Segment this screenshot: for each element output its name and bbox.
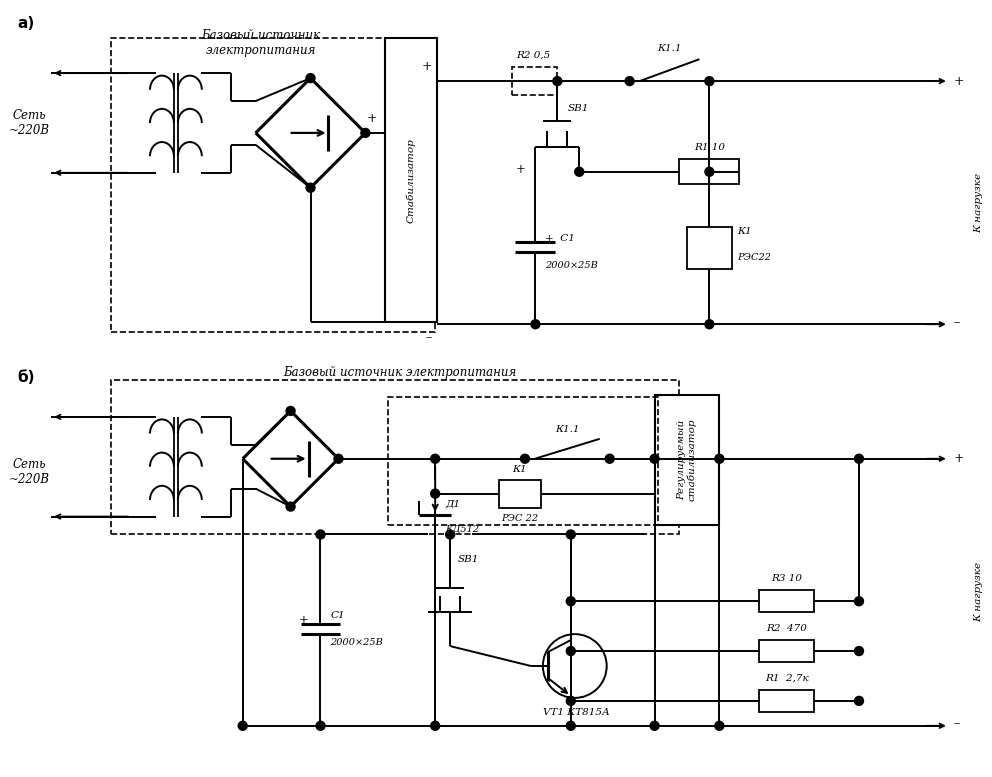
Text: К нагрузке: К нагрузке xyxy=(974,172,983,233)
Circle shape xyxy=(650,455,659,463)
Circle shape xyxy=(334,455,343,463)
Bar xyxy=(680,159,739,184)
Bar xyxy=(759,690,814,712)
Circle shape xyxy=(566,597,575,606)
Circle shape xyxy=(316,530,325,539)
Circle shape xyxy=(574,167,583,176)
Bar xyxy=(111,380,680,535)
Text: Регулируемый
стабилизатор: Регулируемый стабилизатор xyxy=(677,419,697,501)
Circle shape xyxy=(650,721,659,730)
Text: К1: К1 xyxy=(513,465,527,474)
Circle shape xyxy=(307,183,315,192)
Text: РЭС 22: РЭС 22 xyxy=(501,514,539,523)
Bar xyxy=(513,67,558,95)
Text: Стабилизатор: Стабилизатор xyxy=(407,138,416,223)
Circle shape xyxy=(566,721,575,730)
Text: +: + xyxy=(953,452,964,465)
Circle shape xyxy=(854,455,863,463)
Text: а): а) xyxy=(18,16,35,31)
Circle shape xyxy=(566,696,575,706)
Circle shape xyxy=(553,77,561,85)
Circle shape xyxy=(445,530,454,539)
Text: К1.1: К1.1 xyxy=(658,44,682,53)
Text: R1  2,7к: R1 2,7к xyxy=(765,674,808,683)
Text: РЭС22: РЭС22 xyxy=(737,253,771,262)
Text: –: – xyxy=(953,315,960,329)
Circle shape xyxy=(625,77,634,85)
Circle shape xyxy=(361,128,370,138)
Circle shape xyxy=(854,646,863,656)
Circle shape xyxy=(715,455,724,463)
Circle shape xyxy=(431,455,439,463)
Text: Сеть
~220В: Сеть ~220В xyxy=(9,109,50,137)
Text: VT1 КТ815А: VT1 КТ815А xyxy=(544,708,610,717)
Circle shape xyxy=(605,455,614,463)
Text: 2000×25В: 2000×25В xyxy=(330,638,383,646)
Text: –: – xyxy=(953,717,960,730)
Bar xyxy=(388,397,658,524)
Circle shape xyxy=(286,502,295,511)
Text: +: + xyxy=(953,75,964,88)
Circle shape xyxy=(566,530,575,539)
Text: R2 0,5: R2 0,5 xyxy=(516,51,550,59)
Circle shape xyxy=(854,696,863,706)
Text: КД512: КД512 xyxy=(445,524,479,534)
Text: +: + xyxy=(422,60,433,73)
Bar xyxy=(687,227,732,269)
Bar xyxy=(655,395,719,524)
Text: C1: C1 xyxy=(330,611,345,620)
Circle shape xyxy=(854,597,863,606)
Text: –: – xyxy=(426,331,433,344)
Circle shape xyxy=(531,320,540,329)
Circle shape xyxy=(566,646,575,656)
Text: +: + xyxy=(367,112,377,125)
Circle shape xyxy=(705,77,714,85)
Text: 2000×25В: 2000×25В xyxy=(546,261,598,270)
Text: б): б) xyxy=(18,370,35,385)
Circle shape xyxy=(316,721,325,730)
Bar xyxy=(499,479,541,507)
Text: SB1: SB1 xyxy=(458,556,479,564)
Circle shape xyxy=(705,320,714,329)
Text: К нагрузке: К нагрузке xyxy=(974,563,983,622)
Text: +  C1: + C1 xyxy=(546,234,575,243)
Text: R1 10: R1 10 xyxy=(693,143,725,152)
Circle shape xyxy=(705,167,714,176)
Text: Базовый источник электропитания: Базовый источник электропитания xyxy=(284,365,517,378)
Bar xyxy=(759,591,814,612)
Circle shape xyxy=(431,721,439,730)
Bar xyxy=(759,640,814,662)
Circle shape xyxy=(286,406,295,416)
Text: +: + xyxy=(516,162,526,176)
Text: Д1: Д1 xyxy=(445,500,460,509)
Text: Базовый источник
электропитания: Базовый источник электропитания xyxy=(201,30,320,57)
Circle shape xyxy=(715,721,724,730)
Text: Сеть
~220В: Сеть ~220В xyxy=(9,458,50,486)
Circle shape xyxy=(431,490,439,498)
Text: К1: К1 xyxy=(737,227,752,236)
Circle shape xyxy=(521,455,530,463)
Text: SB1: SB1 xyxy=(567,104,588,113)
Circle shape xyxy=(238,721,247,730)
Text: R2  470: R2 470 xyxy=(766,624,807,633)
Bar xyxy=(385,38,437,322)
Text: +: + xyxy=(299,614,309,627)
Bar xyxy=(111,38,435,333)
Circle shape xyxy=(307,74,315,82)
Text: К1.1: К1.1 xyxy=(556,425,579,434)
Text: R3 10: R3 10 xyxy=(771,574,803,584)
